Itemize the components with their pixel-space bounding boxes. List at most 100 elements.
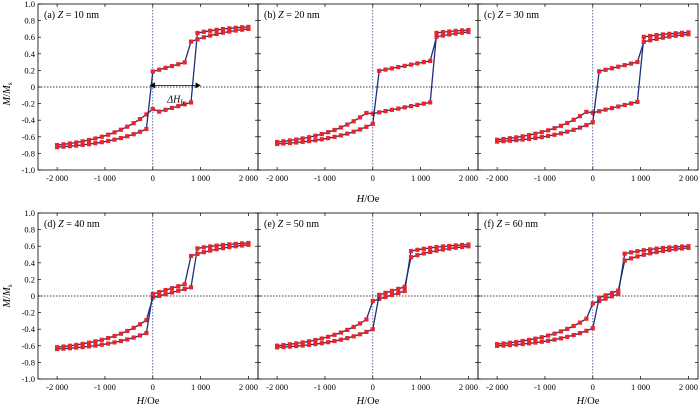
- panel-f-asc-point-19: [616, 291, 621, 297]
- panel-c-asc-point-3: [514, 135, 519, 140]
- panel-e-xticklabel-0: -2 000: [266, 382, 288, 392]
- panel-b-desc-point-1: [281, 141, 286, 146]
- panel-e-label: (e) Z = 50 nm: [264, 219, 319, 230]
- panel-b-desc-point-23: [421, 60, 426, 65]
- panel-b-desc-point-6: [313, 138, 318, 143]
- panel-c-asc-point-18: [609, 105, 615, 111]
- panel-b-asc-point-16: [377, 110, 382, 115]
- panel-b-asc-point-22: [415, 102, 420, 107]
- panel-d-asc-point-2: [67, 343, 72, 348]
- panel-b-desc-point-3: [294, 140, 299, 145]
- panel-b-asc-point-2: [287, 138, 292, 143]
- panel-d-desc-point-12: [131, 335, 136, 340]
- panel-c-desc-point-17: [603, 67, 608, 72]
- panel-d-asc-point-20: [182, 286, 187, 292]
- panel-f-desc-point-6: [533, 340, 538, 345]
- panel-d-asc-point-22: [195, 246, 200, 251]
- panel-d-asc-point-13: [137, 322, 143, 327]
- panel-d-yticklabel-4: -0.2: [22, 308, 35, 318]
- panel-c-asc-point-28: [673, 31, 678, 36]
- panel-e-asc-point-6: [313, 337, 318, 343]
- panel-d-label-value: = 40 nm: [64, 219, 100, 230]
- panel-e-desc-point-6: [313, 341, 318, 347]
- panel-c-desc-point-21: [628, 61, 634, 66]
- panel-a-desc-point-25: [214, 31, 219, 37]
- panel-b-desc-point-29: [459, 30, 465, 35]
- panel-d-desc-point-0: [55, 346, 60, 352]
- panel-c-desc-point-26: [660, 35, 666, 40]
- panel-f-desc-point-15: [590, 326, 595, 331]
- panel-d-desc-point-19: [176, 284, 181, 289]
- panel-f-xticklabel-0: -2 000: [486, 382, 508, 392]
- panel-e-desc-point-21: [408, 255, 414, 260]
- panel-f-asc-point-11: [565, 326, 570, 331]
- panel-f-desc-point-28: [673, 247, 678, 252]
- panel-c-asc-point-12: [571, 117, 576, 122]
- ylabel-bottom-sub: s: [5, 284, 14, 287]
- panel-a-yticklabel-10: 1.0: [24, 0, 35, 9]
- panel-e-asc-point-21: [408, 248, 414, 254]
- panel-c-asc-point-4: [520, 134, 525, 139]
- panel-c-desc-point-29: [679, 32, 685, 38]
- panel-f-desc-point-12: [571, 333, 576, 338]
- panel-b-asc-point-6: [313, 133, 318, 138]
- panel-a-annotation-text: ΔHfc: [166, 94, 186, 106]
- panel-c-asc-point-11: [565, 120, 570, 126]
- panel-c-label-z: Z: [498, 10, 504, 21]
- panel-a-xticklabel-3: 1 000: [191, 173, 210, 183]
- panel-d-asc-point-25: [214, 243, 219, 248]
- panel-c-asc-point-22: [635, 99, 640, 104]
- panel-a-asc-point-20: [182, 102, 187, 107]
- panel-b-desc-point-22: [415, 61, 420, 66]
- xlabel-bottom-b: H/Oe: [356, 396, 380, 407]
- panel-e-label-z: Z: [278, 219, 284, 230]
- panel-a-asc-point-21: [188, 100, 194, 105]
- panel-d-xticklabel-3: 1 000: [191, 382, 210, 392]
- panel-c-desc-point-25: [654, 36, 659, 41]
- panel-f-asc-point-14: [584, 316, 589, 321]
- panel-b-desc-point-5: [306, 139, 312, 144]
- panel-a-asc-point-8: [106, 132, 111, 137]
- panel-a-desc-point-13: [137, 129, 143, 134]
- panel-a-asc-point-2: [67, 141, 72, 146]
- panel-e-asc-point-26: [440, 244, 446, 249]
- panel-e-desc-point-7: [319, 341, 324, 346]
- panel-f-desc-point-10: [558, 336, 563, 341]
- panel-c-desc-point-30: [686, 32, 691, 37]
- panel-f-desc-point-8: [546, 338, 551, 343]
- panel-b-asc-point-15: [370, 111, 375, 116]
- panel-a-yticklabel-8: 0.6: [24, 32, 35, 42]
- panel-d-asc-point-14: [144, 318, 149, 323]
- panel-a-asc-point-22: [195, 30, 200, 36]
- panel-a-yticklabel-6: 0.2: [24, 65, 35, 75]
- panel-c-desc-point-10: [558, 131, 563, 136]
- panel-e-asc-point-9: [332, 332, 337, 337]
- panel-d-yticklabel-8: 0.6: [24, 241, 35, 251]
- panel-c-label-value: = 30 nm: [503, 10, 539, 21]
- panel-d-asc-point-8: [106, 335, 111, 341]
- panel-f-label-z: Z: [497, 219, 503, 230]
- panel-e-desc-point-20: [402, 284, 407, 289]
- panel-b-xticklabel-1: -1 000: [314, 173, 336, 183]
- panel-e-asc-point-15: [370, 298, 375, 304]
- xlabel-bottom-c-h: H: [576, 396, 586, 407]
- panel-c-desc-point-20: [622, 63, 627, 68]
- panel-e-label-value: = 50 nm: [283, 219, 319, 230]
- panel-f-desc-point-17: [603, 293, 608, 298]
- panel-c-asc-point-26: [660, 32, 666, 37]
- panel-d-xticklabel-4: 2 000: [239, 382, 258, 392]
- panel-e-desc-point-26: [440, 247, 446, 252]
- panel-d-asc-point-4: [80, 341, 85, 346]
- panel-d-yticklabel-5: 0: [31, 291, 35, 301]
- panel-e-desc-point-19: [396, 286, 401, 291]
- panel-e-desc-point-15: [370, 327, 375, 332]
- panel-b-asc-point-23: [421, 101, 426, 106]
- panel-f-xticklabel-2: 0: [591, 382, 595, 392]
- panel-f-asc-point-8: [546, 333, 551, 338]
- panel-b-asc-point-26: [440, 30, 446, 35]
- panel-a-desc-point-6: [93, 141, 98, 146]
- panel-f-xticklabel-1: -1 000: [534, 382, 556, 392]
- panel-c-asc-point-23: [641, 34, 646, 39]
- panel-f-desc-point-30: [686, 245, 691, 250]
- panel-b-desc-point-11: [345, 131, 350, 136]
